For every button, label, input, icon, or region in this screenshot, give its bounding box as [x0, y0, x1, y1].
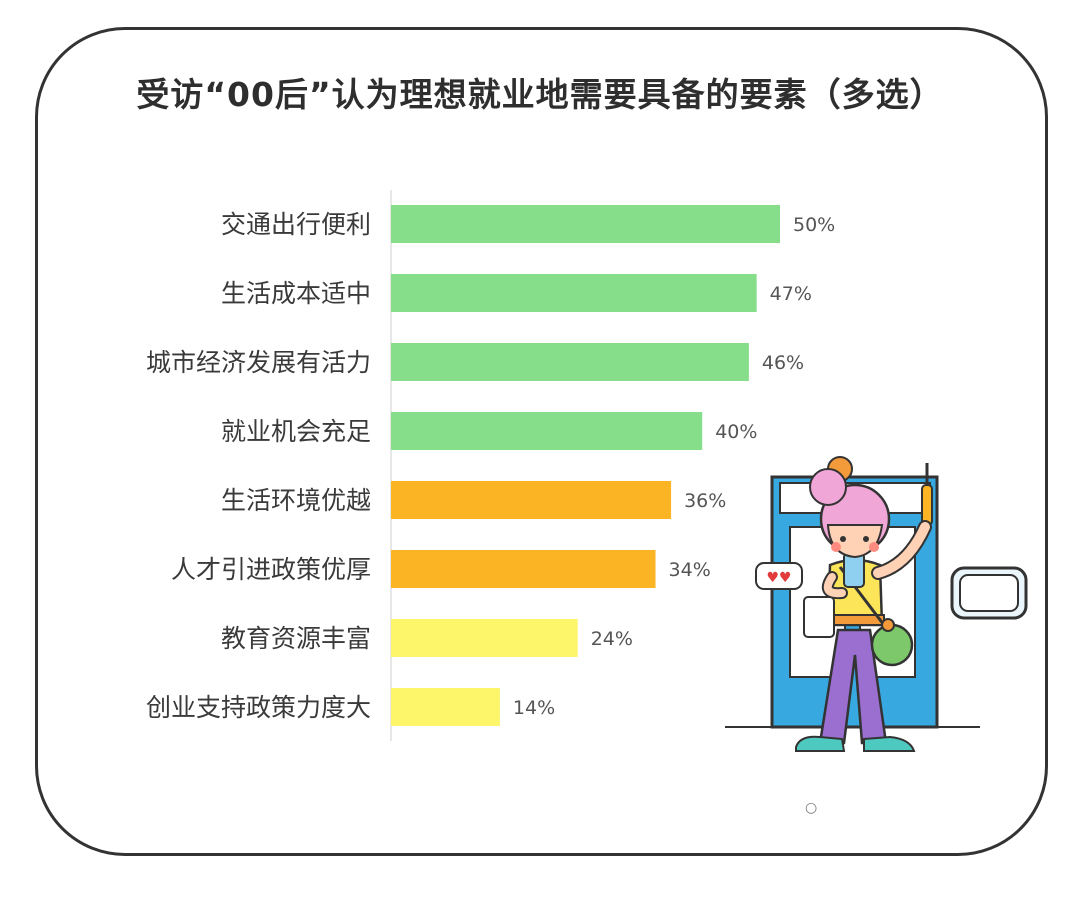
commuter-girl-illustration: ♥♥ — [725, 456, 1028, 752]
category-label: 交通出行便利 — [221, 210, 371, 239]
footer-mark: ○ — [805, 800, 818, 816]
bar — [391, 412, 703, 450]
value-label: 46% — [762, 352, 804, 374]
bar — [391, 205, 780, 243]
category-label: 生活环境优越 — [221, 486, 371, 515]
bar — [391, 274, 757, 312]
value-label: 14% — [513, 697, 555, 719]
value-label: 24% — [591, 628, 633, 650]
bar — [391, 550, 656, 588]
value-label: 50% — [793, 214, 835, 236]
category-label: 生活成本适中 — [221, 279, 371, 308]
chart-title: 受访“00后”认为理想就业地需要具备的要素（多选） — [136, 75, 944, 114]
category-label: 就业机会充足 — [221, 417, 371, 446]
value-label: 34% — [669, 559, 711, 581]
value-label: 40% — [715, 421, 757, 443]
category-label: 城市经济发展有活力 — [146, 348, 371, 377]
bar — [391, 481, 672, 519]
bar — [391, 343, 749, 381]
bar — [391, 688, 500, 726]
category-label: 教育资源丰富 — [221, 624, 371, 653]
value-label: 36% — [684, 490, 726, 512]
bar — [391, 619, 578, 657]
value-label: 47% — [770, 283, 812, 305]
bars-layer: 交通出行便利 50% 生活成本适中 47% 城市经济发展有活力 46% 就业机会充足 40% 生… — [146, 190, 835, 741]
svg-text:♥♥: ♥♥ — [766, 570, 791, 586]
category-label: 创业支持政策力度大 — [146, 693, 371, 722]
category-label: 人才引进政策优厚 — [171, 555, 371, 584]
